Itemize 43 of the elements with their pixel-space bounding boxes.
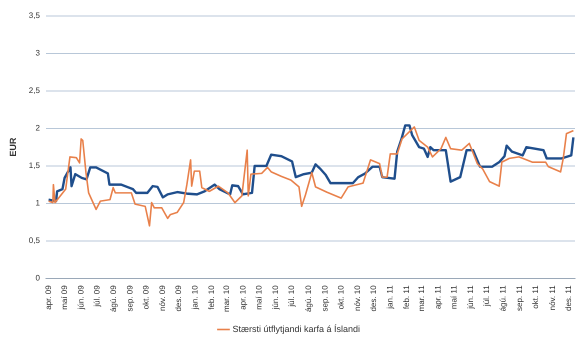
x-tick-label: jún. 11	[466, 284, 476, 310]
x-tick-label: feb. 10	[207, 284, 216, 310]
x-tick-label: jún. 09	[76, 284, 86, 310]
x-tick-label: sep. 09	[125, 284, 134, 312]
x-tick-label: jún. 10	[271, 284, 280, 310]
y-axis-title: EUR	[8, 137, 18, 157]
x-tick-label: feb. 11	[402, 284, 412, 310]
x-tick-label: júl. 11	[482, 284, 492, 308]
y-tick-label: 3,5	[28, 11, 40, 20]
y-tick-label: 0	[35, 274, 40, 283]
x-tick-label: okt. 09	[141, 284, 150, 310]
x-tick-label: jan. 11	[385, 284, 394, 310]
x-tick-label: okt. 10	[336, 284, 346, 310]
x-tick-label: júl. 10	[287, 284, 296, 308]
x-tick-label: nóv. 11	[548, 284, 557, 310]
x-tick-label: júl. 09	[92, 284, 102, 308]
x-tick-label: sep. 10	[320, 284, 330, 312]
x-tick-label: ágú. 09	[108, 284, 118, 312]
x-tick-label: okt. 11	[531, 284, 540, 309]
y-tick-label: 1,5	[28, 161, 40, 170]
x-tick-label: mar. 11	[416, 284, 426, 312]
x-tick-label: apr. 11	[434, 284, 443, 310]
x-tick-label: ágú. 10	[304, 284, 313, 312]
x-tick-label: sep. 11	[515, 284, 524, 311]
x-tick-label: apr. 10	[238, 284, 248, 310]
x-tick-label: des. 09	[174, 284, 184, 312]
x-tick-label: jan. 10	[190, 284, 200, 310]
x-tick-label: maí 09	[60, 284, 69, 310]
x-tick-label: maí 11	[450, 284, 459, 310]
y-tick-label: 0,5	[28, 236, 40, 246]
legend-label: Stærsti útflytjandi karfa á Íslandi	[232, 324, 360, 334]
x-tick-label: des. 11	[564, 284, 573, 311]
x-tick-label: des. 10	[368, 284, 378, 312]
y-tick-label: 3	[35, 48, 40, 58]
x-tick-label: nóv. 09	[158, 284, 168, 311]
x-tick-label: apr. 09	[44, 284, 53, 310]
y-tick-label: 2	[35, 124, 40, 133]
x-tick-label: maí 10	[254, 284, 264, 310]
y-tick-label: 2,5	[28, 86, 40, 96]
y-tick-label: 1	[35, 198, 40, 208]
x-tick-label: ágú. 11	[498, 284, 508, 312]
x-tick-label: nóv. 10	[352, 284, 362, 311]
x-tick-label: mar. 10	[222, 284, 232, 312]
